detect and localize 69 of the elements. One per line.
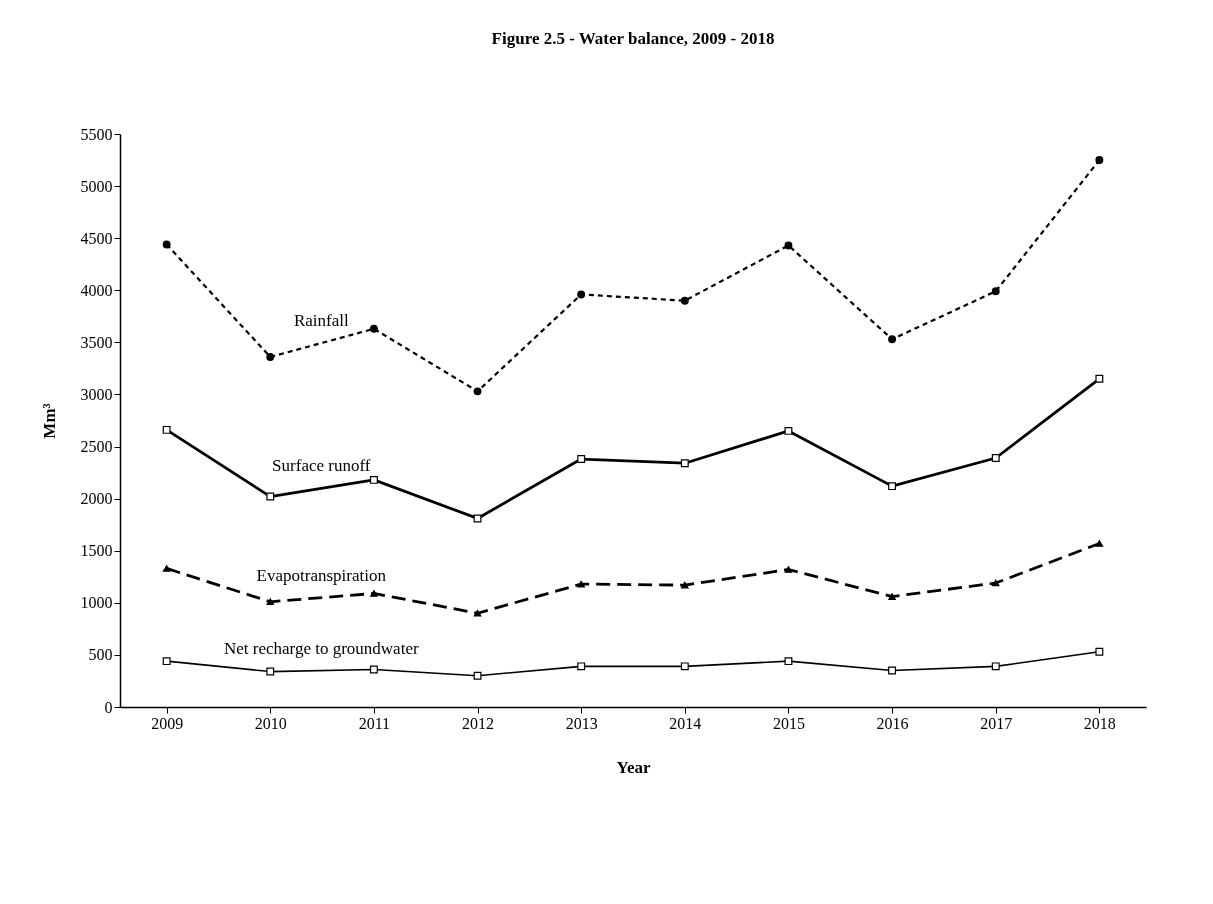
y-tick-label: 500 (88, 646, 113, 664)
x-tick-label: 2013 (565, 714, 598, 732)
y-tick-label: 1000 (80, 594, 113, 612)
point (1095, 540, 1104, 547)
x-tick-label: 2014 (669, 714, 702, 732)
point (680, 459, 689, 468)
point (369, 475, 378, 484)
point (784, 566, 793, 573)
point (162, 565, 171, 572)
point (473, 387, 482, 396)
point (1095, 156, 1104, 164)
y-tick-label: 5000 (80, 177, 113, 195)
point (888, 482, 897, 491)
y-tick-label: 2000 (80, 490, 113, 508)
point (577, 455, 586, 463)
point (162, 657, 171, 666)
point (680, 662, 689, 671)
point (1095, 374, 1104, 383)
point (473, 609, 482, 617)
y-tick-label: 0 (104, 698, 113, 716)
point (577, 290, 586, 299)
point (888, 335, 897, 344)
point (266, 492, 275, 501)
point (266, 667, 275, 676)
point (370, 590, 378, 597)
point (266, 598, 275, 606)
point (162, 240, 171, 249)
x-tick-label: 2016 (876, 714, 909, 732)
point (680, 296, 689, 305)
y-tick-label: 3000 (80, 385, 113, 403)
x-tick-label: 2011 (358, 714, 391, 732)
point (991, 579, 1000, 587)
point (577, 662, 586, 671)
y-tick-label: 4500 (80, 229, 113, 247)
x-axis-title: Year (616, 757, 651, 777)
point (369, 324, 378, 333)
series-label: Rainfall (293, 310, 349, 330)
x-tick-label: 2009 (151, 714, 184, 732)
y-axis-title: Mm³ (39, 403, 59, 439)
point (784, 426, 793, 435)
series-label: Evapotranspiration (256, 565, 387, 585)
series-label: Net recharge to groundwater (223, 638, 419, 658)
y-tick-label: 1500 (80, 542, 113, 560)
x-tick-label: 2015 (772, 714, 805, 732)
x-tick-label: 2018 (1083, 714, 1116, 732)
point (888, 593, 896, 600)
x-tick-label: 2010 (254, 714, 287, 732)
point (473, 671, 482, 680)
point (266, 353, 275, 361)
series-label: Surface runoff (272, 456, 371, 476)
point (991, 662, 1000, 671)
y-tick-label: 4000 (80, 281, 113, 299)
chart-title: Figure 2.5 - Water balance, 2009 - 2018 (491, 29, 775, 48)
point (1095, 647, 1104, 656)
y-tick-label: 5500 (80, 125, 113, 143)
point (162, 425, 171, 434)
point (888, 666, 897, 675)
x-tick-label: 2012 (462, 714, 495, 732)
x-tick-label: 2017 (980, 714, 1013, 732)
y-tick-label: 3500 (80, 333, 113, 351)
point (681, 581, 689, 589)
point (369, 665, 378, 674)
point (784, 241, 793, 250)
point (784, 657, 793, 666)
point (577, 580, 585, 588)
point (991, 454, 1000, 462)
point (991, 287, 1000, 296)
point (473, 514, 482, 523)
y-tick-label: 2500 (80, 438, 113, 456)
